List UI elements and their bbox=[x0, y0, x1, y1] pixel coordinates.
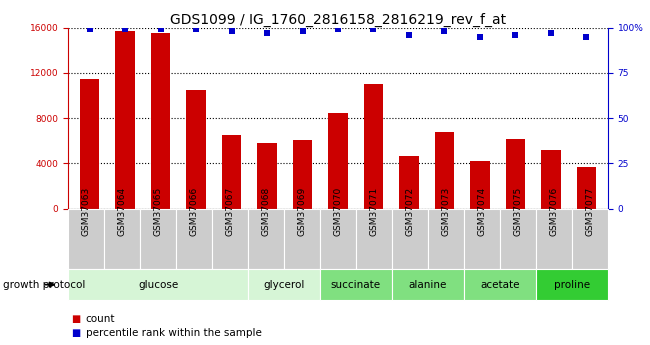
Point bbox=[120, 27, 130, 32]
Text: GSM37074: GSM37074 bbox=[477, 187, 486, 236]
Text: GSM37069: GSM37069 bbox=[298, 187, 307, 236]
Text: growth protocol: growth protocol bbox=[3, 280, 86, 289]
Text: GSM37077: GSM37077 bbox=[585, 187, 594, 236]
Bar bbox=[470, 161, 489, 209]
Point bbox=[546, 30, 556, 36]
Bar bbox=[506, 139, 525, 209]
Text: count: count bbox=[86, 314, 115, 324]
Bar bbox=[80, 79, 99, 209]
Text: GSM37073: GSM37073 bbox=[441, 187, 450, 236]
Text: ■: ■ bbox=[72, 328, 81, 338]
Text: GSM37063: GSM37063 bbox=[82, 187, 91, 236]
Bar bbox=[364, 84, 384, 209]
Text: percentile rank within the sample: percentile rank within the sample bbox=[86, 328, 262, 338]
Text: GSM37071: GSM37071 bbox=[369, 187, 378, 236]
Point bbox=[404, 32, 414, 38]
Text: proline: proline bbox=[554, 280, 590, 289]
Text: GSM37068: GSM37068 bbox=[261, 187, 270, 236]
Text: glucose: glucose bbox=[138, 280, 178, 289]
Bar bbox=[577, 167, 596, 209]
Text: succinate: succinate bbox=[331, 280, 381, 289]
Point bbox=[262, 30, 272, 36]
Point bbox=[333, 27, 343, 32]
Bar bbox=[187, 90, 206, 209]
Bar bbox=[435, 132, 454, 209]
Bar bbox=[115, 31, 135, 209]
Text: GSM37072: GSM37072 bbox=[406, 187, 415, 236]
Text: glycerol: glycerol bbox=[263, 280, 305, 289]
Text: GSM37065: GSM37065 bbox=[153, 187, 162, 236]
Text: GSM37064: GSM37064 bbox=[118, 187, 127, 236]
Bar bbox=[328, 112, 348, 209]
Point bbox=[84, 27, 95, 32]
Text: GSM37066: GSM37066 bbox=[190, 187, 199, 236]
Bar bbox=[257, 143, 277, 209]
Point bbox=[226, 28, 237, 34]
Bar bbox=[399, 156, 419, 209]
Point bbox=[510, 32, 521, 38]
Point bbox=[155, 27, 166, 32]
Point bbox=[474, 34, 485, 39]
Title: GDS1099 / IG_1760_2816158_2816219_rev_f_at: GDS1099 / IG_1760_2816158_2816219_rev_f_… bbox=[170, 12, 506, 27]
Text: alanine: alanine bbox=[409, 280, 447, 289]
Point bbox=[439, 28, 450, 34]
Text: GSM37067: GSM37067 bbox=[226, 187, 235, 236]
Text: GSM37076: GSM37076 bbox=[549, 187, 558, 236]
Point bbox=[581, 34, 592, 39]
Text: acetate: acetate bbox=[480, 280, 519, 289]
Point bbox=[297, 28, 307, 34]
Point bbox=[369, 27, 379, 32]
Bar bbox=[222, 135, 241, 209]
Text: ■: ■ bbox=[72, 314, 81, 324]
Bar bbox=[292, 140, 312, 209]
Text: GSM37075: GSM37075 bbox=[514, 187, 523, 236]
Bar bbox=[541, 150, 561, 209]
Bar bbox=[151, 33, 170, 209]
Point bbox=[191, 27, 202, 32]
Text: GSM37070: GSM37070 bbox=[333, 187, 343, 236]
